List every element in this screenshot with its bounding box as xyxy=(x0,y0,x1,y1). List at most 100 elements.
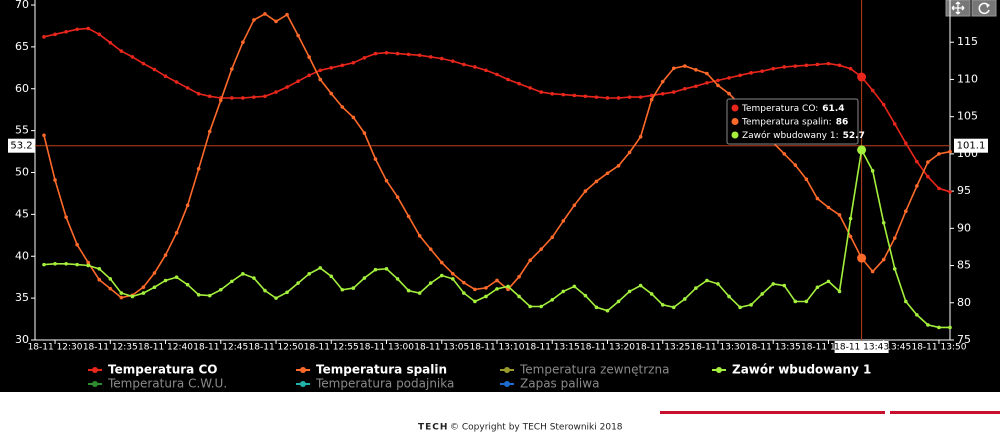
data-point xyxy=(119,295,124,300)
data-point xyxy=(241,96,245,100)
data-point xyxy=(439,260,444,265)
data-point xyxy=(241,272,245,276)
data-point xyxy=(439,273,444,278)
data-point xyxy=(495,287,499,291)
data-point xyxy=(517,274,521,279)
data-point xyxy=(130,55,135,59)
legend-item[interactable]: Zawór wbudowany 1 xyxy=(712,363,871,377)
data-point xyxy=(329,274,334,279)
data-point xyxy=(892,267,897,271)
x-tick-label: 18-11 13:05 xyxy=(414,343,469,353)
legend-item[interactable]: Temperatura spalin xyxy=(296,363,447,377)
data-point xyxy=(395,277,400,281)
data-point xyxy=(406,52,411,57)
data-point xyxy=(263,288,267,293)
data-point xyxy=(373,157,378,161)
tooltip-value: 52.7 xyxy=(843,131,865,141)
data-point xyxy=(196,91,201,96)
data-point xyxy=(660,91,665,96)
data-point xyxy=(75,27,79,32)
data-point xyxy=(837,63,842,68)
data-point xyxy=(141,285,146,289)
data-point xyxy=(473,287,477,292)
data-point xyxy=(340,287,345,292)
data-point xyxy=(627,150,632,155)
data-point xyxy=(417,291,422,295)
data-point xyxy=(760,292,764,296)
data-point xyxy=(793,299,798,304)
data-point xyxy=(506,77,510,82)
data-point xyxy=(53,178,57,182)
tooltip-label: Temperatura CO: xyxy=(741,104,818,114)
data-point xyxy=(395,51,400,56)
data-point xyxy=(263,94,267,99)
data-point xyxy=(528,258,532,263)
data-point xyxy=(937,152,941,156)
data-point xyxy=(439,56,444,61)
data-point xyxy=(926,174,930,179)
data-point xyxy=(848,234,853,239)
data-point xyxy=(417,233,422,238)
data-point xyxy=(771,282,776,286)
data-point xyxy=(594,179,599,184)
data-point xyxy=(738,305,742,310)
data-point xyxy=(948,149,952,154)
data-point xyxy=(904,141,908,145)
legend-marker xyxy=(92,381,98,387)
data-point xyxy=(506,284,510,289)
footer-bar xyxy=(660,411,885,414)
data-point xyxy=(572,284,577,289)
data-point xyxy=(694,84,698,89)
data-point xyxy=(384,178,389,183)
data-point xyxy=(937,186,941,191)
y2-tick-label: 105 xyxy=(957,110,978,123)
data-point xyxy=(252,276,256,280)
data-point xyxy=(285,85,289,89)
data-point xyxy=(75,242,79,247)
data-point xyxy=(108,277,113,281)
data-point xyxy=(605,96,610,100)
data-point xyxy=(484,68,488,73)
data-point xyxy=(307,55,311,59)
data-point xyxy=(64,215,68,219)
data-point xyxy=(207,129,212,134)
tooltip: Temperatura CO: 61.4 Temperatura spalin: 86… xyxy=(726,98,865,145)
data-point xyxy=(727,91,731,96)
y2-tick-label: 85 xyxy=(957,259,971,272)
crosshair-x-label-box xyxy=(834,341,889,353)
y2-tick-label: 90 xyxy=(957,221,971,234)
data-point xyxy=(340,105,345,109)
data-point xyxy=(42,35,46,39)
x-tick-label: 18-11 12:55 xyxy=(304,343,359,353)
data-point xyxy=(727,76,731,80)
data-point xyxy=(528,304,532,309)
data-point xyxy=(384,50,389,55)
data-point xyxy=(848,66,853,71)
y-tick-label: 50 xyxy=(15,166,29,179)
legend-item[interactable]: Zapas paliwa xyxy=(500,377,599,391)
data-point xyxy=(694,286,698,290)
tooltip-value: 86 xyxy=(836,117,849,127)
data-point xyxy=(384,267,389,271)
legend-item[interactable]: Temperatura CO xyxy=(88,363,217,377)
legend-item[interactable]: Temperatura zewnętrzna xyxy=(500,363,669,377)
data-point xyxy=(683,297,687,301)
y-tick-label: 35 xyxy=(15,291,29,304)
data-point xyxy=(64,30,68,34)
reset-button[interactable] xyxy=(971,0,997,17)
data-point xyxy=(230,96,234,100)
data-point xyxy=(561,289,566,294)
data-point xyxy=(660,303,665,307)
data-point xyxy=(296,79,300,84)
legend-item[interactable]: Temperatura C.W.U. xyxy=(88,377,227,391)
x-tick-label: 18-11 12:35 xyxy=(83,343,138,353)
data-point xyxy=(550,235,555,240)
legend-item[interactable]: Temperatura podajnika xyxy=(296,377,454,391)
data-point xyxy=(870,169,875,173)
data-point xyxy=(108,286,113,291)
data-point xyxy=(329,66,334,70)
reset-icon-arrow xyxy=(986,3,990,8)
data-point xyxy=(926,160,930,164)
tooltip-value: 61.4 xyxy=(822,104,844,114)
